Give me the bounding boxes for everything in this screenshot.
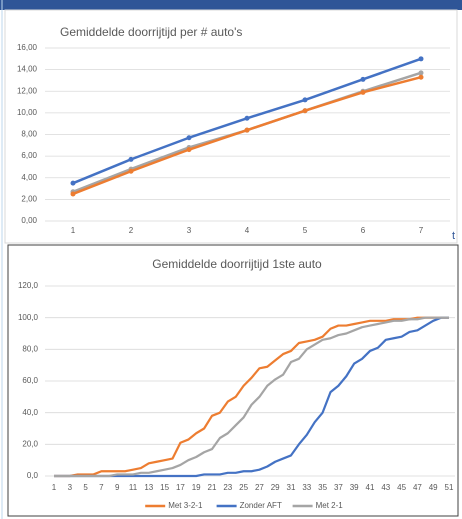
marker: [70, 180, 76, 186]
x-tick-label: 37: [334, 483, 343, 492]
y-tick-label: 0,00: [21, 216, 37, 225]
x-tick-label: 15: [160, 483, 169, 492]
x-tick-label: 45: [397, 483, 406, 492]
marker: [244, 127, 250, 133]
marker: [244, 115, 250, 121]
y-tick-label: 6,00: [21, 151, 37, 160]
marker: [128, 156, 134, 162]
x-tick-label: 3: [68, 483, 73, 492]
chart-1-area: [4, 9, 458, 244]
y-tick-label: 40,0: [22, 408, 38, 417]
y-tick-label: 0,0: [27, 471, 39, 480]
x-tick-label: 47: [413, 483, 422, 492]
y-tick-label: 14,00: [17, 65, 38, 74]
legend-label: Met 3-2-1: [168, 501, 203, 510]
y-tick-label: 2,00: [21, 194, 37, 203]
x-tick-label: 33: [302, 483, 311, 492]
annotation: t: [452, 230, 455, 242]
marker: [302, 97, 308, 103]
y-tick-label: 60,0: [22, 376, 38, 385]
y-tick-label: 10,00: [17, 108, 38, 117]
y-tick-label: 12,00: [17, 86, 38, 95]
series-line: [54, 316, 449, 478]
y-tick-label: 16,00: [17, 43, 38, 52]
y-tick-label: 4,00: [21, 173, 37, 182]
x-tick-label: 23: [223, 483, 232, 492]
legend-label: Met 2-1: [316, 501, 344, 510]
x-tick-label: 7: [419, 226, 424, 235]
chart-title: Gemiddelde doorrijtijd per # auto's: [60, 25, 242, 39]
x-tick-label: 5: [83, 483, 88, 492]
marker: [302, 108, 308, 114]
marker: [70, 191, 76, 197]
x-tick-label: 49: [429, 483, 438, 492]
x-tick-label: 31: [287, 483, 296, 492]
marker: [360, 76, 366, 82]
marker: [186, 135, 192, 141]
x-tick-label: 41: [366, 483, 375, 492]
x-tick-label: 21: [208, 483, 217, 492]
marker: [128, 168, 134, 174]
x-tick-label: 2: [129, 226, 134, 235]
x-tick-label: 1: [71, 226, 76, 235]
legend-label: Zonder AFT: [240, 501, 282, 510]
x-tick-label: 51: [445, 483, 454, 492]
x-tick-label: 11: [129, 483, 138, 492]
chart-title: Gemiddelde doorrijtijd 1ste auto: [152, 257, 322, 271]
x-tick-label: 3: [187, 226, 192, 235]
series-line: [54, 316, 449, 478]
marker: [418, 74, 424, 80]
x-tick-label: 43: [381, 483, 390, 492]
marker: [418, 56, 424, 62]
y-tick-label: 120,0: [18, 281, 39, 290]
x-tick-label: 17: [176, 483, 185, 492]
x-tick-label: 4: [245, 226, 250, 235]
x-tick-label: 39: [350, 483, 359, 492]
marker: [418, 70, 424, 76]
x-tick-label: 29: [271, 483, 280, 492]
x-tick-label: 13: [144, 483, 153, 492]
x-tick-label: 9: [115, 483, 120, 492]
x-tick-label: 5: [303, 226, 308, 235]
x-tick-label: 7: [99, 483, 104, 492]
top-band: [0, 0, 462, 10]
marker: [186, 147, 192, 153]
x-tick-label: 27: [255, 483, 264, 492]
x-tick-label: 6: [361, 226, 366, 235]
x-tick-label: 19: [192, 483, 201, 492]
y-tick-label: 20,0: [22, 439, 38, 448]
x-tick-label: 35: [318, 483, 327, 492]
marker: [360, 89, 366, 95]
chart-2-area: [7, 244, 459, 517]
x-tick-label: 25: [239, 483, 248, 492]
x-tick-label: 1: [52, 483, 57, 492]
y-tick-label: 100,0: [18, 313, 39, 322]
y-tick-label: 80,0: [22, 344, 38, 353]
y-tick-label: 8,00: [21, 130, 37, 139]
series-line: [54, 316, 449, 478]
